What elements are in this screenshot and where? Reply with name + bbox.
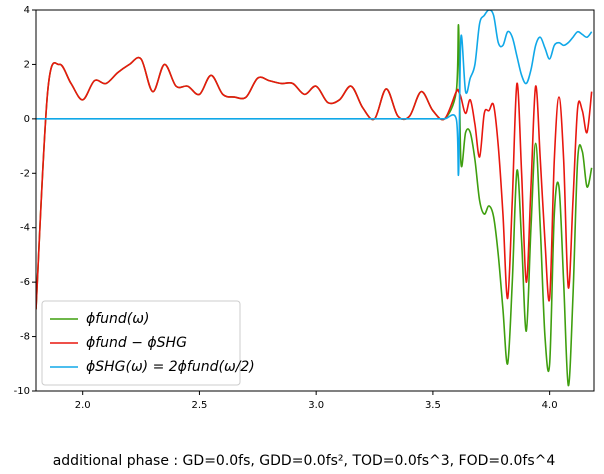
y-tick-label: 2 [24,59,30,70]
x-tick-label: 3.0 [308,400,324,411]
plot-frame [35,9,595,392]
footer: additional phase : GD=0.0fs, GDD=0.0fs²,… [53,453,556,469]
legend-box [41,300,241,386]
legend-label: ϕfund(ω) [86,311,149,327]
x-tick-label: 4.0 [542,400,558,411]
x-tick-label: 2.5 [191,400,207,411]
y-tick-label: 4 [24,5,30,16]
line [36,10,593,177]
y-tick-label: -4 [20,223,30,234]
y-tick-label: 0 [24,114,30,125]
y-tick-label: -10 [14,386,30,397]
y-tick-label: -8 [20,332,30,343]
legend-label: ϕSHG(ω) = 2ϕfund(ω/2) [86,359,255,375]
legend: ϕfund(ω) ϕfund − ϕSHG ϕSHG(ω) = 2ϕfund(ω/2… [41,300,255,386]
x-tick-label: 3.5 [425,400,441,411]
legend-label: ϕfund − ϕSHG [86,335,187,351]
x-tick-label: 2.0 [75,400,91,411]
y-tick-label: -6 [20,277,30,288]
y-tick-label: -2 [20,168,30,179]
